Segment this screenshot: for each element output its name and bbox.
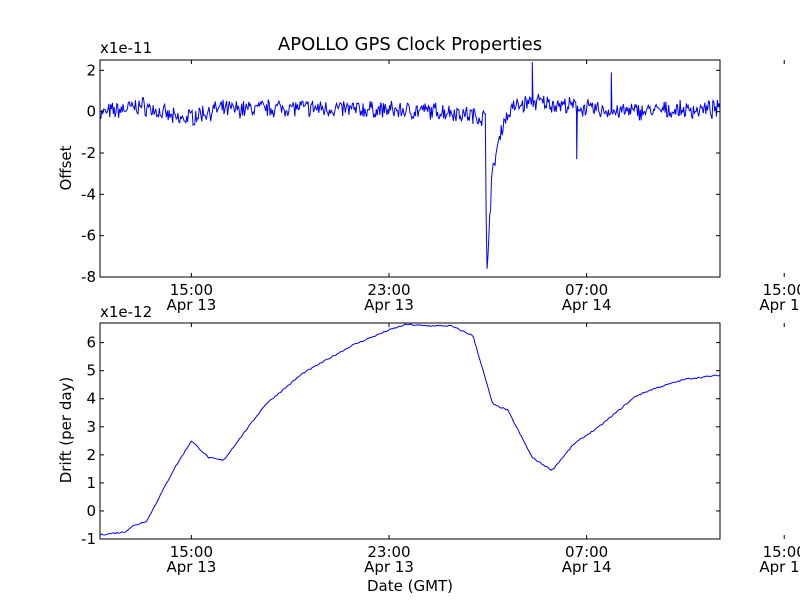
offset-plot-frame: [99, 59, 721, 278]
y-tick-label: 5: [86, 362, 96, 380]
offset-series-line: [100, 62, 720, 269]
x-tick-label-date: Apr 14: [759, 296, 800, 314]
offset-y-axis-label: Offset: [57, 145, 75, 190]
offset-exponent-label: x1e-11: [100, 39, 152, 57]
x-tick-label-time: 15:00: [170, 543, 213, 561]
y-tick-label: 0: [86, 103, 96, 121]
y-tick-label: 0: [86, 502, 96, 520]
drift-exponent-label: x1e-12: [100, 303, 152, 321]
y-tick-label: 3: [86, 418, 96, 436]
y-tick-label: -1: [81, 530, 96, 548]
drift-x-axis-label: Date (GMT): [367, 577, 453, 595]
y-tick-label: 1: [86, 474, 96, 492]
y-tick-label: 2: [86, 61, 96, 79]
chart-title: APOLLO GPS Clock Properties: [278, 34, 542, 55]
x-tick-label-time: 15:00: [763, 543, 800, 561]
drift-plot-frame: [99, 322, 721, 540]
y-tick-label: 6: [86, 334, 96, 352]
x-tick-label-time: 23:00: [367, 543, 410, 561]
x-tick-label-time: 07:00: [565, 543, 608, 561]
x-tick-label-date: Apr 13: [166, 296, 216, 314]
y-tick-label: 4: [86, 390, 96, 408]
x-tick-label-date: Apr 13: [364, 558, 414, 576]
y-tick-label: -8: [81, 268, 96, 286]
x-tick-label-date: Apr 14: [759, 558, 800, 576]
x-tick-label-time: 07:00: [565, 281, 608, 299]
x-tick-label-date: Apr 13: [364, 296, 414, 314]
x-tick-label-time: 23:00: [367, 281, 410, 299]
drift-y-axis-label: Drift (per day): [57, 377, 75, 484]
y-tick-label: 2: [86, 446, 96, 464]
y-tick-label: -2: [81, 144, 96, 162]
x-tick-label-date: Apr 13: [166, 558, 216, 576]
x-tick-label-date: Apr 14: [562, 296, 612, 314]
drift-series-line: [100, 323, 720, 536]
y-tick-label: -4: [81, 185, 96, 203]
x-tick-label-time: 15:00: [763, 281, 800, 299]
x-tick-label-time: 15:00: [170, 281, 213, 299]
y-tick-label: -6: [81, 227, 96, 245]
x-tick-label-date: Apr 14: [562, 558, 612, 576]
